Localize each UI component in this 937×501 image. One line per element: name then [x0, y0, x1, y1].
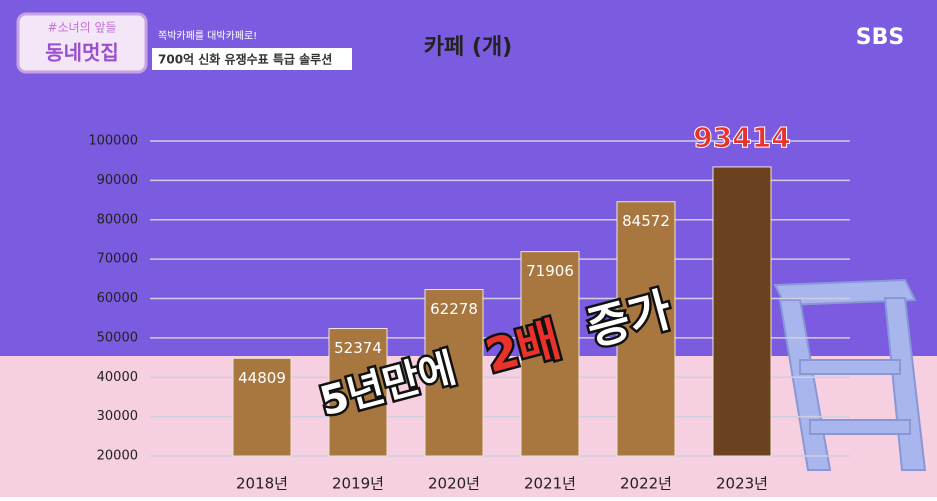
bar	[232, 357, 292, 457]
bar	[424, 289, 484, 457]
x-tick-label: 2020년	[428, 475, 480, 493]
y-tick-label: 20000	[97, 449, 138, 464]
y-tick-label: 50000	[97, 330, 138, 345]
y-tick-label: 80000	[97, 212, 138, 227]
subtitle: 700억 신화 유쟁수표 특급 솔루션	[158, 52, 332, 67]
tagline: 쪽박카페를 대박카페로!	[158, 30, 257, 42]
value-label: 93414	[693, 121, 790, 154]
bar	[712, 166, 772, 457]
logo: #소녀의 앞들 동네멋집	[16, 12, 148, 74]
bar	[520, 251, 580, 457]
bar	[616, 201, 676, 457]
y-tick-label: 90000	[97, 173, 138, 188]
y-tick-label: 30000	[97, 409, 138, 424]
logo-top: #소녀의 앞들	[47, 21, 116, 35]
logo-main: 동네멋집	[45, 41, 119, 65]
chart-title: 카페 (개)	[424, 35, 513, 60]
value-label: 44809	[238, 369, 286, 387]
x-tick-label: 2022년	[620, 475, 672, 493]
value-label: 52374	[334, 339, 382, 357]
subtitle-box	[152, 48, 352, 70]
bar	[328, 328, 388, 457]
x-tick-label: 2019년	[332, 475, 384, 493]
y-tick-label: 100000	[88, 134, 138, 149]
ladder	[773, 278, 927, 471]
logo-box	[16, 12, 148, 74]
y-tick-label: 70000	[97, 252, 138, 267]
value-label: 84572	[622, 212, 670, 230]
channel-logo: SBS	[856, 25, 904, 50]
y-tick-label: 60000	[97, 291, 138, 306]
y-tick-label: 40000	[97, 370, 138, 385]
value-label: 62278	[430, 300, 478, 318]
x-tick-label: 2021년	[524, 475, 576, 493]
value-label: 71906	[526, 262, 574, 280]
x-tick-label: 2018년	[236, 475, 288, 493]
x-tick-label: 2023년	[716, 475, 768, 493]
